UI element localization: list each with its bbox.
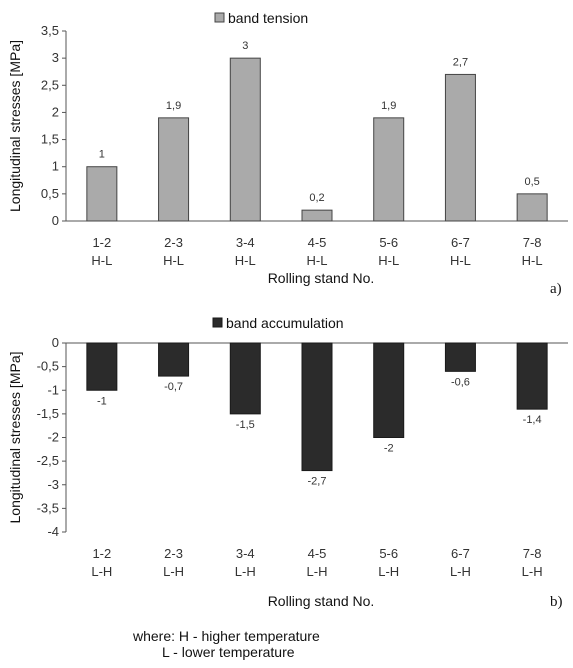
chart-a-y-tick-label: 3 bbox=[52, 50, 59, 65]
chart-a-x-tick-label: 5-6 bbox=[379, 235, 398, 250]
chart-a-y-tick-label: 1 bbox=[52, 159, 59, 174]
footnote: where: H - higher temperature L - lower … bbox=[133, 628, 320, 660]
footnote-line-2: L - lower temperature bbox=[162, 644, 295, 660]
chart-b-x-tick-sublabel: L-H bbox=[522, 564, 543, 579]
chart-b-y-tick-label: -3 bbox=[47, 477, 59, 492]
chart-b-bar bbox=[444, 342, 476, 372]
chart-a-x-tick-sublabel: H-L bbox=[235, 253, 256, 268]
chart-b-x-tick-sublabel: L-H bbox=[91, 564, 112, 579]
chart-a-panel-label: a) bbox=[550, 281, 562, 297]
chart-a-bar bbox=[86, 166, 118, 222]
chart-a-x-tick-sublabel: H-L bbox=[307, 253, 328, 268]
chart-a-data-label: 2,7 bbox=[453, 56, 468, 68]
chart-b-y-tick-label: -1 bbox=[47, 382, 59, 397]
chart-a-data-label: 3 bbox=[242, 40, 248, 52]
chart-a-y-tick-label: 2,5 bbox=[41, 77, 59, 92]
chart-a-data-label: 1 bbox=[99, 149, 105, 161]
chart-b-data-label: -2 bbox=[384, 443, 394, 455]
chart-a-bar bbox=[229, 57, 261, 222]
chart-b-y-tick-label: -2,5 bbox=[37, 453, 59, 468]
chart-b-x-tick-label: 7-8 bbox=[523, 546, 542, 561]
chart-a-x-tick-label: 3-4 bbox=[236, 235, 255, 250]
chart-b-x-tick-label: 2-3 bbox=[164, 546, 183, 561]
chart-b-bar bbox=[229, 342, 261, 415]
chart-b-bar bbox=[516, 342, 548, 410]
chart-a-y-axis-label: Longitudinal stresses [MPa] bbox=[7, 40, 23, 212]
chart-b-bar bbox=[373, 342, 405, 438]
chart-a-x-tick-label: 4-5 bbox=[308, 235, 327, 250]
chart-a-x-tick-sublabel: H-L bbox=[163, 253, 184, 268]
chart-a-y-tick-label: 1,5 bbox=[41, 132, 59, 147]
chart-b-x-tick-label: 6-7 bbox=[451, 546, 470, 561]
chart-b-x-tick-sublabel: L-H bbox=[378, 564, 399, 579]
chart-b-data-label: -1 bbox=[97, 395, 107, 407]
chart-b-legend-swatch bbox=[212, 317, 223, 328]
chart-b-x-tick-label: 5-6 bbox=[379, 546, 398, 561]
chart-b-bar bbox=[86, 342, 118, 391]
chart-b-y-tick-label: -4 bbox=[47, 524, 59, 539]
chart-b-data-label: -0,7 bbox=[164, 381, 183, 393]
chart-a-x-tick-sublabel: H-L bbox=[522, 253, 543, 268]
chart-a-bar bbox=[373, 117, 405, 222]
chart-b-x-tick-sublabel: L-H bbox=[450, 564, 471, 579]
chart-b-x-axis-label: Rolling stand No. bbox=[268, 593, 375, 609]
chart-a-data-label: 1,9 bbox=[381, 100, 396, 112]
chart-b-y-tick-label: -1,5 bbox=[37, 406, 59, 421]
chart-a-x-tick-label: 6-7 bbox=[451, 235, 470, 250]
chart-a-x-tick-sublabel: H-L bbox=[91, 253, 112, 268]
chart-b-legend-label: band accumulation bbox=[226, 315, 344, 331]
chart-a-x-tick-label: 7-8 bbox=[523, 235, 542, 250]
chart-a-bar bbox=[444, 73, 476, 222]
chart-a-x-tick-label: 1-2 bbox=[92, 235, 111, 250]
chart-b-x-tick-sublabel: L-H bbox=[163, 564, 184, 579]
chart-b-data-label: -1,4 bbox=[523, 414, 542, 426]
chart-a-data-label: 0,2 bbox=[309, 192, 324, 204]
chart-a-y-tick-label: 2 bbox=[52, 104, 59, 119]
chart-a-bar bbox=[516, 193, 548, 222]
chart-a-y-tick-label: 3,5 bbox=[41, 23, 59, 38]
chart-b-y-tick-label: -0,5 bbox=[37, 359, 59, 374]
chart-b-y-axis-label: Longitudinal stresses [MPa] bbox=[7, 352, 23, 524]
footnote-line-1: where: H - higher temperature bbox=[133, 628, 320, 644]
chart-a-bar bbox=[301, 209, 333, 222]
chart-b-data-label: -2,7 bbox=[308, 476, 327, 488]
chart-a-x-tick-sublabel: H-L bbox=[450, 253, 471, 268]
chart-a-legend-swatch bbox=[214, 12, 225, 23]
chart-a-data-label: 0,5 bbox=[524, 176, 539, 188]
chart-b-y-tick-label: -3,5 bbox=[37, 500, 59, 515]
chart-a-x-axis-label: Rolling stand No. bbox=[268, 270, 375, 286]
chart-b-bar bbox=[301, 342, 333, 472]
chart-b-y-tick-label: 0 bbox=[52, 335, 59, 350]
chart-b-x-tick-sublabel: L-H bbox=[307, 564, 328, 579]
chart-b-x-tick-label: 3-4 bbox=[236, 546, 255, 561]
chart-a-y-tick-label: 0,5 bbox=[41, 186, 59, 201]
chart-a-y-tick-label: 0 bbox=[52, 213, 59, 228]
chart-b-data-label: -0,6 bbox=[451, 376, 470, 388]
chart-a-legend-label: band tension bbox=[228, 10, 308, 26]
chart-b-bar bbox=[158, 342, 190, 377]
chart-b-x-tick-sublabel: L-H bbox=[235, 564, 256, 579]
chart-b-panel-label: b) bbox=[550, 594, 563, 610]
chart-b-data-label: -1,5 bbox=[236, 419, 255, 431]
chart-a-x-tick-sublabel: H-L bbox=[378, 253, 399, 268]
chart-a-data-label: 1,9 bbox=[166, 100, 181, 112]
chart-b-y-tick-label: -2 bbox=[47, 430, 59, 445]
chart-b-x-tick-label: 1-2 bbox=[92, 546, 111, 561]
chart-a-x-tick-label: 2-3 bbox=[164, 235, 183, 250]
chart-b-x-tick-label: 4-5 bbox=[308, 546, 327, 561]
chart-a-bar bbox=[158, 117, 190, 222]
